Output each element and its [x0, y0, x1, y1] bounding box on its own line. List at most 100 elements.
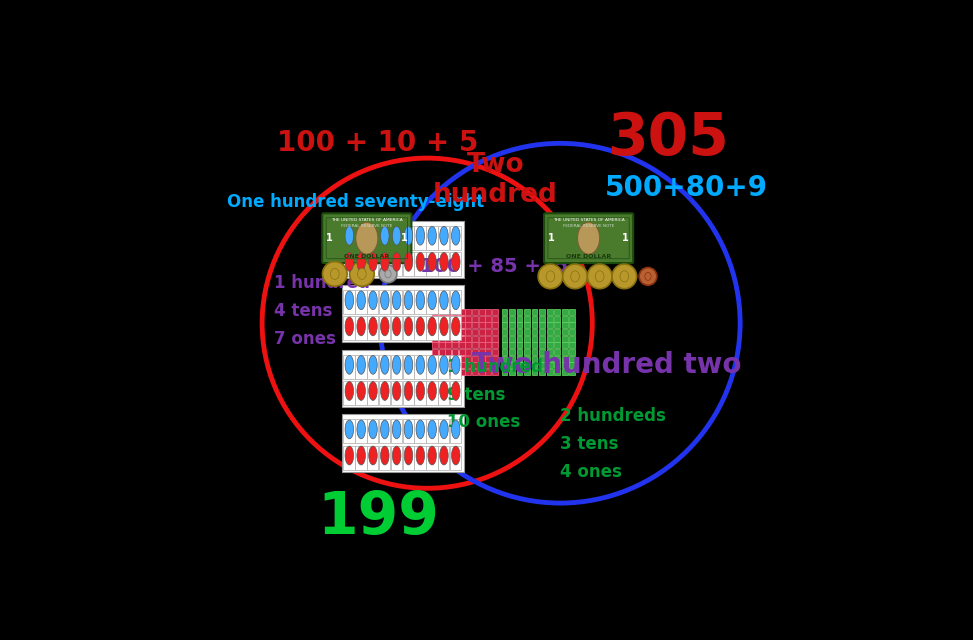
Bar	[439, 316, 445, 322]
Bar	[569, 369, 575, 375]
Bar	[343, 445, 355, 470]
Text: 199: 199	[317, 490, 439, 547]
Bar	[472, 309, 478, 315]
Bar	[391, 355, 402, 379]
Bar	[524, 316, 530, 322]
Text: 100 + 10 + 5: 100 + 10 + 5	[277, 129, 479, 157]
Bar	[555, 369, 560, 375]
Bar	[486, 309, 491, 315]
Bar	[479, 356, 485, 362]
Bar	[532, 323, 537, 328]
Ellipse shape	[595, 271, 604, 282]
Ellipse shape	[345, 227, 353, 245]
Bar	[509, 316, 515, 322]
Ellipse shape	[578, 222, 599, 254]
Ellipse shape	[546, 271, 555, 282]
Ellipse shape	[440, 317, 449, 336]
Bar	[378, 419, 390, 444]
Ellipse shape	[451, 381, 460, 401]
Ellipse shape	[451, 252, 460, 271]
Text: THE UNITED STATES OF AMERICA: THE UNITED STATES OF AMERICA	[331, 218, 403, 222]
Ellipse shape	[416, 355, 424, 374]
Bar	[524, 336, 530, 342]
Bar	[414, 381, 426, 405]
Bar	[562, 329, 567, 335]
Bar	[524, 356, 530, 362]
Ellipse shape	[358, 268, 366, 280]
Ellipse shape	[392, 355, 401, 374]
Bar	[569, 323, 575, 328]
Bar	[539, 349, 545, 355]
Bar	[492, 349, 498, 355]
Ellipse shape	[369, 446, 378, 465]
Ellipse shape	[380, 446, 389, 465]
Circle shape	[538, 264, 562, 289]
Bar	[414, 316, 426, 340]
Bar	[414, 291, 426, 314]
Bar	[562, 369, 567, 375]
Ellipse shape	[369, 291, 378, 310]
Bar	[502, 309, 507, 315]
Bar	[555, 336, 560, 342]
Bar	[438, 445, 450, 470]
Bar	[492, 309, 498, 315]
Bar	[426, 252, 438, 276]
Bar	[452, 316, 458, 322]
Text: THE UNITED STATES OF AMERICA: THE UNITED STATES OF AMERICA	[553, 218, 625, 222]
Bar	[569, 362, 575, 368]
Bar	[452, 369, 458, 375]
Bar	[547, 309, 553, 315]
Bar	[502, 369, 507, 375]
Bar	[569, 336, 575, 342]
Bar	[547, 316, 553, 322]
Bar	[446, 329, 451, 335]
Bar	[378, 355, 390, 379]
Ellipse shape	[428, 420, 437, 439]
Bar	[532, 362, 537, 368]
Bar	[458, 349, 465, 355]
Bar	[517, 342, 523, 348]
Bar	[509, 349, 515, 355]
Ellipse shape	[416, 227, 424, 245]
Bar	[465, 316, 471, 322]
Bar	[391, 316, 402, 340]
Ellipse shape	[451, 227, 460, 245]
Bar	[502, 342, 507, 348]
Bar	[438, 355, 450, 379]
Bar	[367, 419, 378, 444]
Bar	[432, 369, 438, 375]
Bar	[486, 349, 491, 355]
Text: 1 hundred
9 tens
10 ones: 1 hundred 9 tens 10 ones	[447, 358, 543, 431]
Bar	[439, 362, 445, 368]
Bar	[509, 309, 515, 315]
Bar	[539, 316, 545, 322]
Ellipse shape	[369, 381, 378, 401]
Ellipse shape	[416, 420, 424, 439]
Ellipse shape	[331, 268, 340, 280]
Bar	[378, 252, 390, 276]
Ellipse shape	[369, 227, 378, 245]
Bar	[450, 355, 461, 379]
Bar	[479, 369, 485, 375]
Bar	[452, 336, 458, 342]
Bar	[391, 381, 402, 405]
Bar	[486, 342, 491, 348]
Bar	[403, 291, 414, 314]
Bar	[492, 369, 498, 375]
Bar	[355, 355, 367, 379]
Ellipse shape	[345, 252, 353, 271]
Bar	[517, 323, 523, 328]
Bar	[452, 323, 458, 328]
Circle shape	[322, 262, 347, 286]
Bar	[532, 369, 537, 375]
Bar	[486, 356, 491, 362]
Bar	[432, 336, 438, 342]
Bar	[472, 362, 478, 368]
Bar	[555, 316, 560, 322]
Bar	[343, 355, 355, 379]
Bar	[432, 356, 438, 362]
Bar	[355, 252, 367, 276]
Ellipse shape	[345, 381, 353, 401]
Ellipse shape	[369, 420, 378, 439]
Bar	[532, 336, 537, 342]
